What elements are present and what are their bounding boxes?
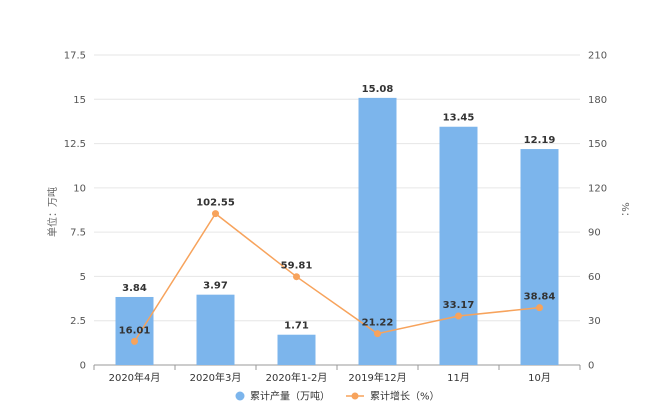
left-axis: 0 2.5 5 7.5 10 12.5 15 17.5	[64, 51, 86, 372]
right-tick-label: 0	[588, 361, 594, 372]
bar-data-label: 3.97	[203, 281, 228, 292]
right-tick-label: 210	[588, 51, 607, 62]
bar[interactable]	[439, 126, 478, 365]
x-tick-label: 11月	[447, 372, 470, 384]
line-point[interactable]	[455, 312, 462, 320]
growth-line	[133, 212, 540, 342]
left-tick-label: 2.5	[70, 316, 86, 327]
line-series	[131, 210, 543, 345]
bar-data-label: 15.08	[362, 84, 394, 95]
left-tick-label: 10	[73, 183, 86, 194]
right-tick-label: 60	[588, 272, 601, 283]
legend-item-bar[interactable]: 累计产量（万吨）	[235, 390, 331, 403]
right-tick-label: 120	[588, 183, 607, 194]
line-data-label: 102.55	[196, 198, 235, 209]
line-data-label: 33.17	[443, 300, 475, 311]
right-axis: 0 30 60 90 120 150 180 210	[588, 51, 607, 372]
left-tick-label: 0	[80, 361, 86, 372]
legend-line-marker	[351, 392, 359, 400]
bar-data-label: 3.84	[122, 283, 147, 294]
bar-data-label: 12.19	[524, 135, 556, 146]
line-point[interactable]	[293, 273, 300, 281]
bar[interactable]	[358, 97, 397, 366]
x-tick-label: 2020年4月	[109, 371, 161, 384]
x-tick-label: 10月	[528, 372, 551, 384]
line-data-label: 21.22	[362, 318, 394, 329]
right-axis-title: %：	[619, 202, 630, 222]
bar[interactable]	[520, 149, 559, 365]
legend-line-label: 累计增长（%）	[370, 390, 440, 403]
left-tick-label: 17.5	[64, 51, 86, 62]
bar-data-label: 1.71	[284, 321, 309, 332]
line-data-label: 59.81	[281, 261, 313, 272]
left-tick-label: 7.5	[70, 228, 86, 239]
x-tick-label: 2020年3月	[190, 371, 242, 384]
left-tick-label: 5	[80, 272, 86, 283]
legend-bar-label: 累计产量（万吨）	[250, 390, 330, 403]
grid-lines	[94, 54, 580, 366]
right-tick-label: 150	[588, 139, 607, 150]
line-data-label: 38.84	[524, 292, 556, 303]
left-tick-label: 12.5	[64, 139, 86, 150]
bar[interactable]	[115, 296, 154, 365]
right-tick-label: 90	[588, 228, 601, 239]
left-tick-label: 15	[73, 95, 86, 106]
x-axis: 2020年4月 2020年3月 2020年1-2月 2019年12月 11月 10月	[93, 364, 581, 384]
legend-item-line[interactable]: 累计增长（%）	[346, 390, 440, 403]
right-tick-label: 30	[588, 316, 601, 327]
line-point[interactable]	[536, 304, 543, 312]
left-axis-title: 单位：万吨	[46, 187, 59, 237]
line-point[interactable]	[374, 330, 381, 338]
line-point[interactable]	[131, 337, 138, 345]
x-tick-label: 2019年12月	[348, 371, 406, 384]
line-point[interactable]	[212, 210, 219, 218]
data-labels: 3.84 3.97 1.71 15.08 13.45 12.19 16.01 102.55 59…	[119, 84, 556, 336]
bar[interactable]	[277, 334, 316, 365]
line-data-label: 16.01	[119, 325, 151, 336]
bar-data-label: 13.45	[443, 113, 475, 124]
x-tick-label: 2020年1-2月	[266, 371, 328, 384]
legend-bar-marker	[235, 391, 245, 401]
legend[interactable]: 累计产量（万吨） 累计增长（%）	[235, 390, 440, 403]
bar[interactable]	[196, 294, 235, 365]
bar-series	[115, 97, 559, 366]
right-tick-label: 180	[588, 95, 607, 106]
